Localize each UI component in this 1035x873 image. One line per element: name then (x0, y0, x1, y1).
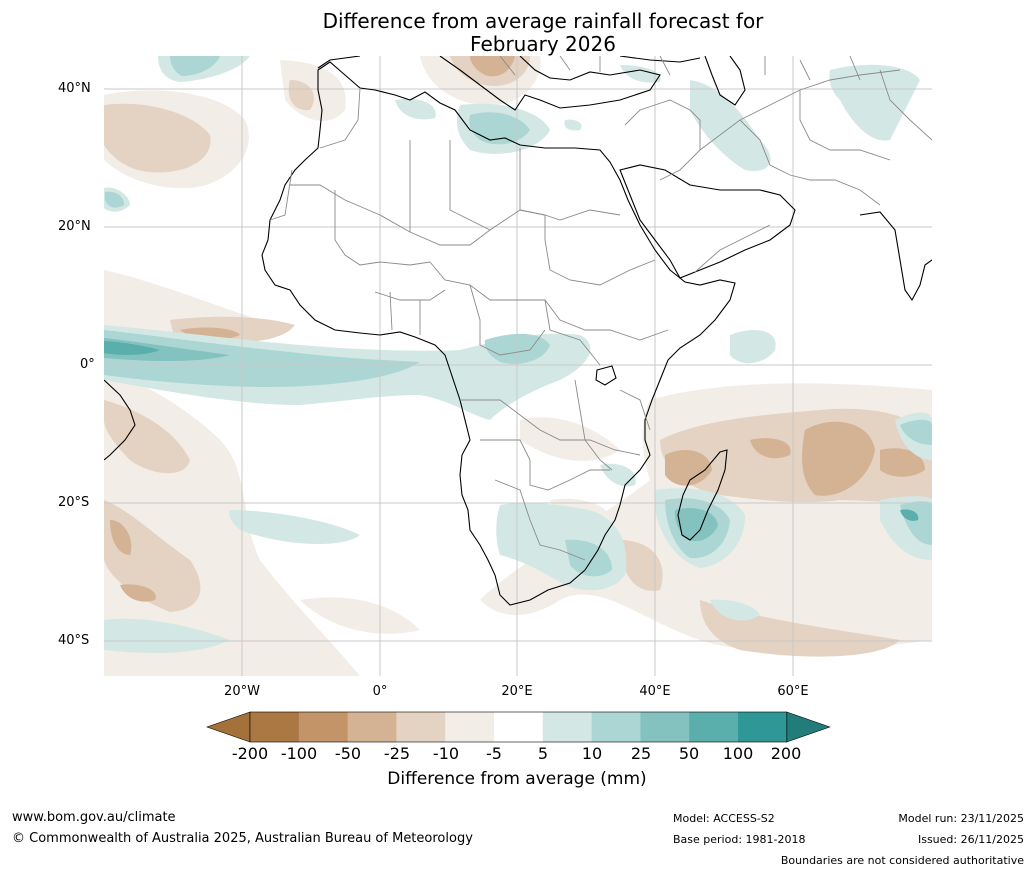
footer-model-run: Model run: 23/11/2025 (898, 812, 1024, 825)
colorbar-segment (396, 712, 446, 742)
colorbar-segment (689, 712, 739, 742)
colorbar-segment (591, 712, 641, 742)
colorbar-tick: 100 (722, 744, 754, 763)
madagascar-coastline (677, 449, 728, 541)
colorbar-segment (250, 712, 300, 742)
footer-base-period: Base period: 1981-2018 (673, 833, 806, 846)
colorbar-arrow-high (786, 711, 831, 743)
coastlines (104, 56, 932, 606)
country-boundaries (269, 56, 932, 561)
colorbar-tick: -25 (383, 744, 411, 763)
footer-issued: Issued: 26/11/2025 (917, 833, 1024, 846)
colorbar-tick: 5 (537, 744, 549, 763)
wet-very-strong-areas (104, 341, 919, 521)
map-title: Difference from average rainfall forecas… (0, 10, 1035, 56)
colorbar-segment (738, 712, 788, 742)
colorbar-tick: 25 (630, 744, 652, 763)
colorbar-segment (347, 712, 397, 742)
colorbar-segment (494, 712, 544, 742)
colorbar-segment (298, 712, 349, 742)
wet-strong-areas (104, 338, 718, 542)
lat-label-40s: 40°S (58, 633, 90, 648)
colorbar-arrow-low (206, 711, 251, 743)
colorbar-segment (640, 712, 690, 742)
lon-label-40e: 40°E (639, 684, 671, 699)
colorbar-tick: -200 (231, 744, 269, 763)
footer-website: www.bom.gov.au/climate (12, 810, 176, 825)
india-coastline (859, 211, 932, 302)
graticule (104, 56, 932, 676)
colorbar-tick: -100 (280, 744, 318, 763)
colorbar-tick: -50 (334, 744, 362, 763)
title-line-2: February 2026 (470, 32, 616, 56)
lon-label-20e: 20°E (501, 684, 533, 699)
lat-label-40n: 40°N (58, 81, 91, 96)
colorbar-tick: 10 (581, 744, 603, 763)
africa-coastline (261, 61, 736, 606)
colorbar-segment (445, 712, 495, 742)
colorbar-segment (542, 712, 593, 742)
black-sea-coastline (619, 56, 701, 63)
lat-label-20s: 20°S (58, 495, 90, 510)
footer-copyright: © Commonwealth of Australia 2025, Austra… (12, 831, 473, 846)
lon-label-60e: 60°E (777, 684, 809, 699)
lon-label-20w: 20°W (224, 684, 260, 699)
lon-label-0: 0° (372, 684, 388, 699)
lake-victoria (595, 365, 617, 386)
caspian-coastline (704, 56, 746, 106)
colorbar-border (249, 711, 788, 743)
colorbar-tick: -5 (486, 744, 502, 763)
colorbar (206, 711, 831, 743)
anomaly-shading (104, 56, 932, 676)
lat-label-20n: 20°N (58, 219, 91, 234)
colorbar-label: Difference from average (mm) (387, 769, 647, 789)
colorbar-tick: 50 (678, 744, 700, 763)
footer-disclaimer: Boundaries are not considered authoritat… (780, 854, 1024, 867)
south-america-coastline (104, 379, 136, 461)
colorbar-tick: 200 (770, 744, 802, 763)
arabia-coastline (619, 164, 796, 279)
title-line-1: Difference from average rainfall forecas… (322, 9, 764, 33)
footer-model: Model: ACCESS-S2 (673, 812, 775, 825)
lat-label-equator: 0° (80, 357, 95, 372)
europe-coastline (317, 56, 661, 111)
colorbar-tick: -10 (432, 744, 460, 763)
